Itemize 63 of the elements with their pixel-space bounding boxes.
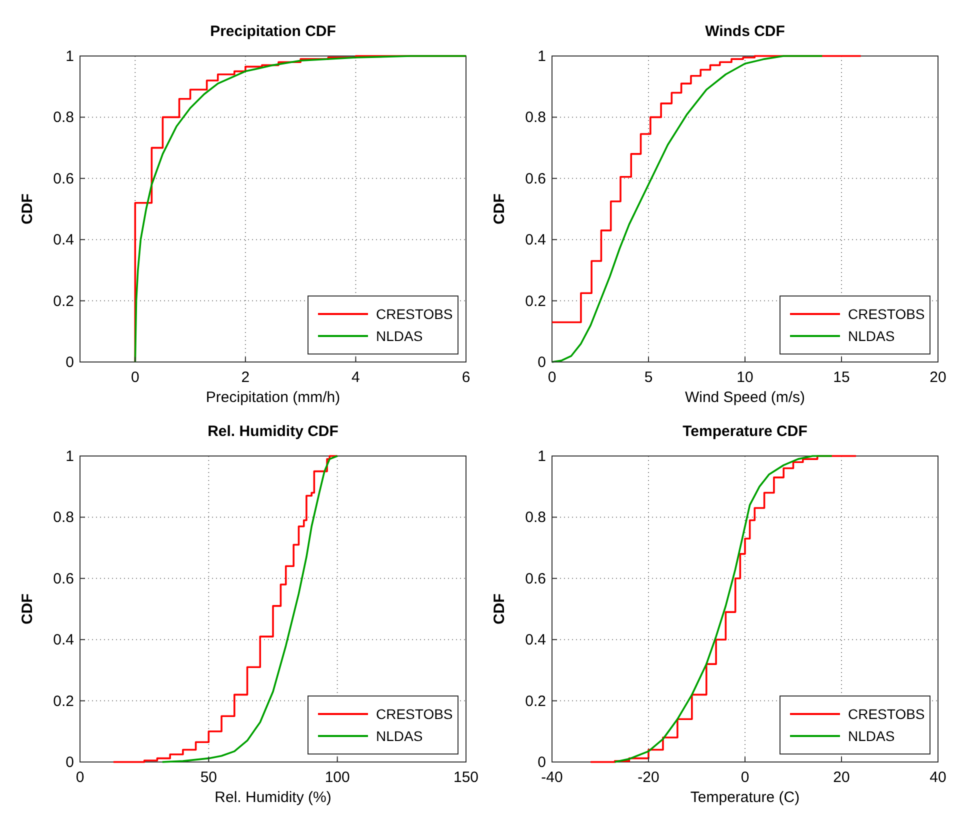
line-series: [614, 455, 833, 763]
legend-label: NLDAS: [376, 328, 423, 344]
x-tick-label: 5: [644, 369, 653, 386]
y-tick-label: 0.2: [525, 292, 546, 310]
legend-label: NLDAS: [848, 328, 895, 344]
y-tick-label: 0: [66, 354, 74, 371]
y-tick-label: 0.4: [525, 232, 546, 249]
y-tick-label: 0: [538, 754, 546, 771]
y-tick-label: 0.6: [53, 570, 74, 588]
y-tick-label: 0.4: [53, 232, 74, 249]
y-tick-label: 0.6: [525, 170, 546, 188]
y-tick-label: 0.8: [525, 109, 546, 126]
legend-label: NLDAS: [848, 728, 895, 744]
x-tick-label: 150: [453, 769, 479, 786]
chart-title: Precipitation CDF: [210, 23, 336, 40]
y-tick-label: 0.2: [53, 292, 74, 310]
x-tick-label: 100: [324, 769, 350, 786]
y-tick-label: 0: [538, 354, 546, 371]
y-tick-label: 0.8: [53, 509, 74, 526]
y-axis-title: CDF: [491, 194, 508, 224]
x-axis-title: Precipitation (mm/h): [206, 389, 340, 406]
y-tick-label: 0.8: [525, 509, 546, 526]
legend-label: CRESTOBS: [376, 706, 453, 722]
y-tick-label: 1: [538, 448, 546, 465]
legend-label: NLDAS: [376, 728, 423, 744]
y-tick-label: 1: [66, 48, 74, 65]
y-tick-label: 0.8: [53, 109, 74, 126]
x-tick-label: 20: [833, 769, 850, 786]
legend-label: CRESTOBS: [848, 706, 925, 722]
x-tick-label: 50: [200, 769, 218, 786]
legend-label: CRESTOBS: [376, 306, 453, 322]
line-series: [161, 455, 338, 763]
y-tick-label: 0.4: [525, 632, 546, 649]
y-tick-label: 0.4: [53, 632, 74, 649]
y-tick-label: 0: [66, 754, 74, 771]
x-tick-label: 10: [736, 369, 754, 386]
y-tick-label: 0.2: [53, 692, 74, 710]
y-axis-title: CDF: [19, 594, 36, 624]
y-tick-label: 1: [538, 48, 546, 65]
x-tick-label: 40: [930, 769, 946, 786]
x-tick-label: 2: [241, 369, 250, 386]
x-tick-label: 0: [130, 369, 140, 386]
chart-title: Rel. Humidity CDF: [208, 423, 338, 440]
y-tick-label: 0.6: [53, 170, 74, 188]
x-tick-label: 6: [462, 369, 470, 386]
y-axis-title: CDF: [19, 194, 36, 224]
x-axis-title: Wind Speed (m/s): [684, 389, 806, 406]
chart-title: Temperature CDF: [682, 423, 808, 440]
x-tick-label: 15: [833, 369, 850, 386]
x-tick-label: 20: [930, 369, 946, 386]
x-tick-label: 0: [740, 769, 750, 786]
y-tick-label: 0.2: [525, 692, 546, 710]
x-tick-label: 4: [352, 369, 360, 386]
line-series: [551, 55, 824, 363]
y-axis-title: CDF: [491, 594, 508, 624]
x-tick-label: -20: [638, 769, 660, 786]
legend-label: CRESTOBS: [848, 306, 925, 322]
x-axis-title: Temperature (C): [690, 789, 800, 806]
x-axis-title: Rel. Humidity (%): [214, 789, 332, 806]
chart-title: Winds CDF: [705, 23, 785, 40]
y-tick-label: 0.6: [525, 570, 546, 588]
x-tick-label: -40: [541, 769, 563, 786]
y-tick-label: 1: [66, 448, 74, 465]
